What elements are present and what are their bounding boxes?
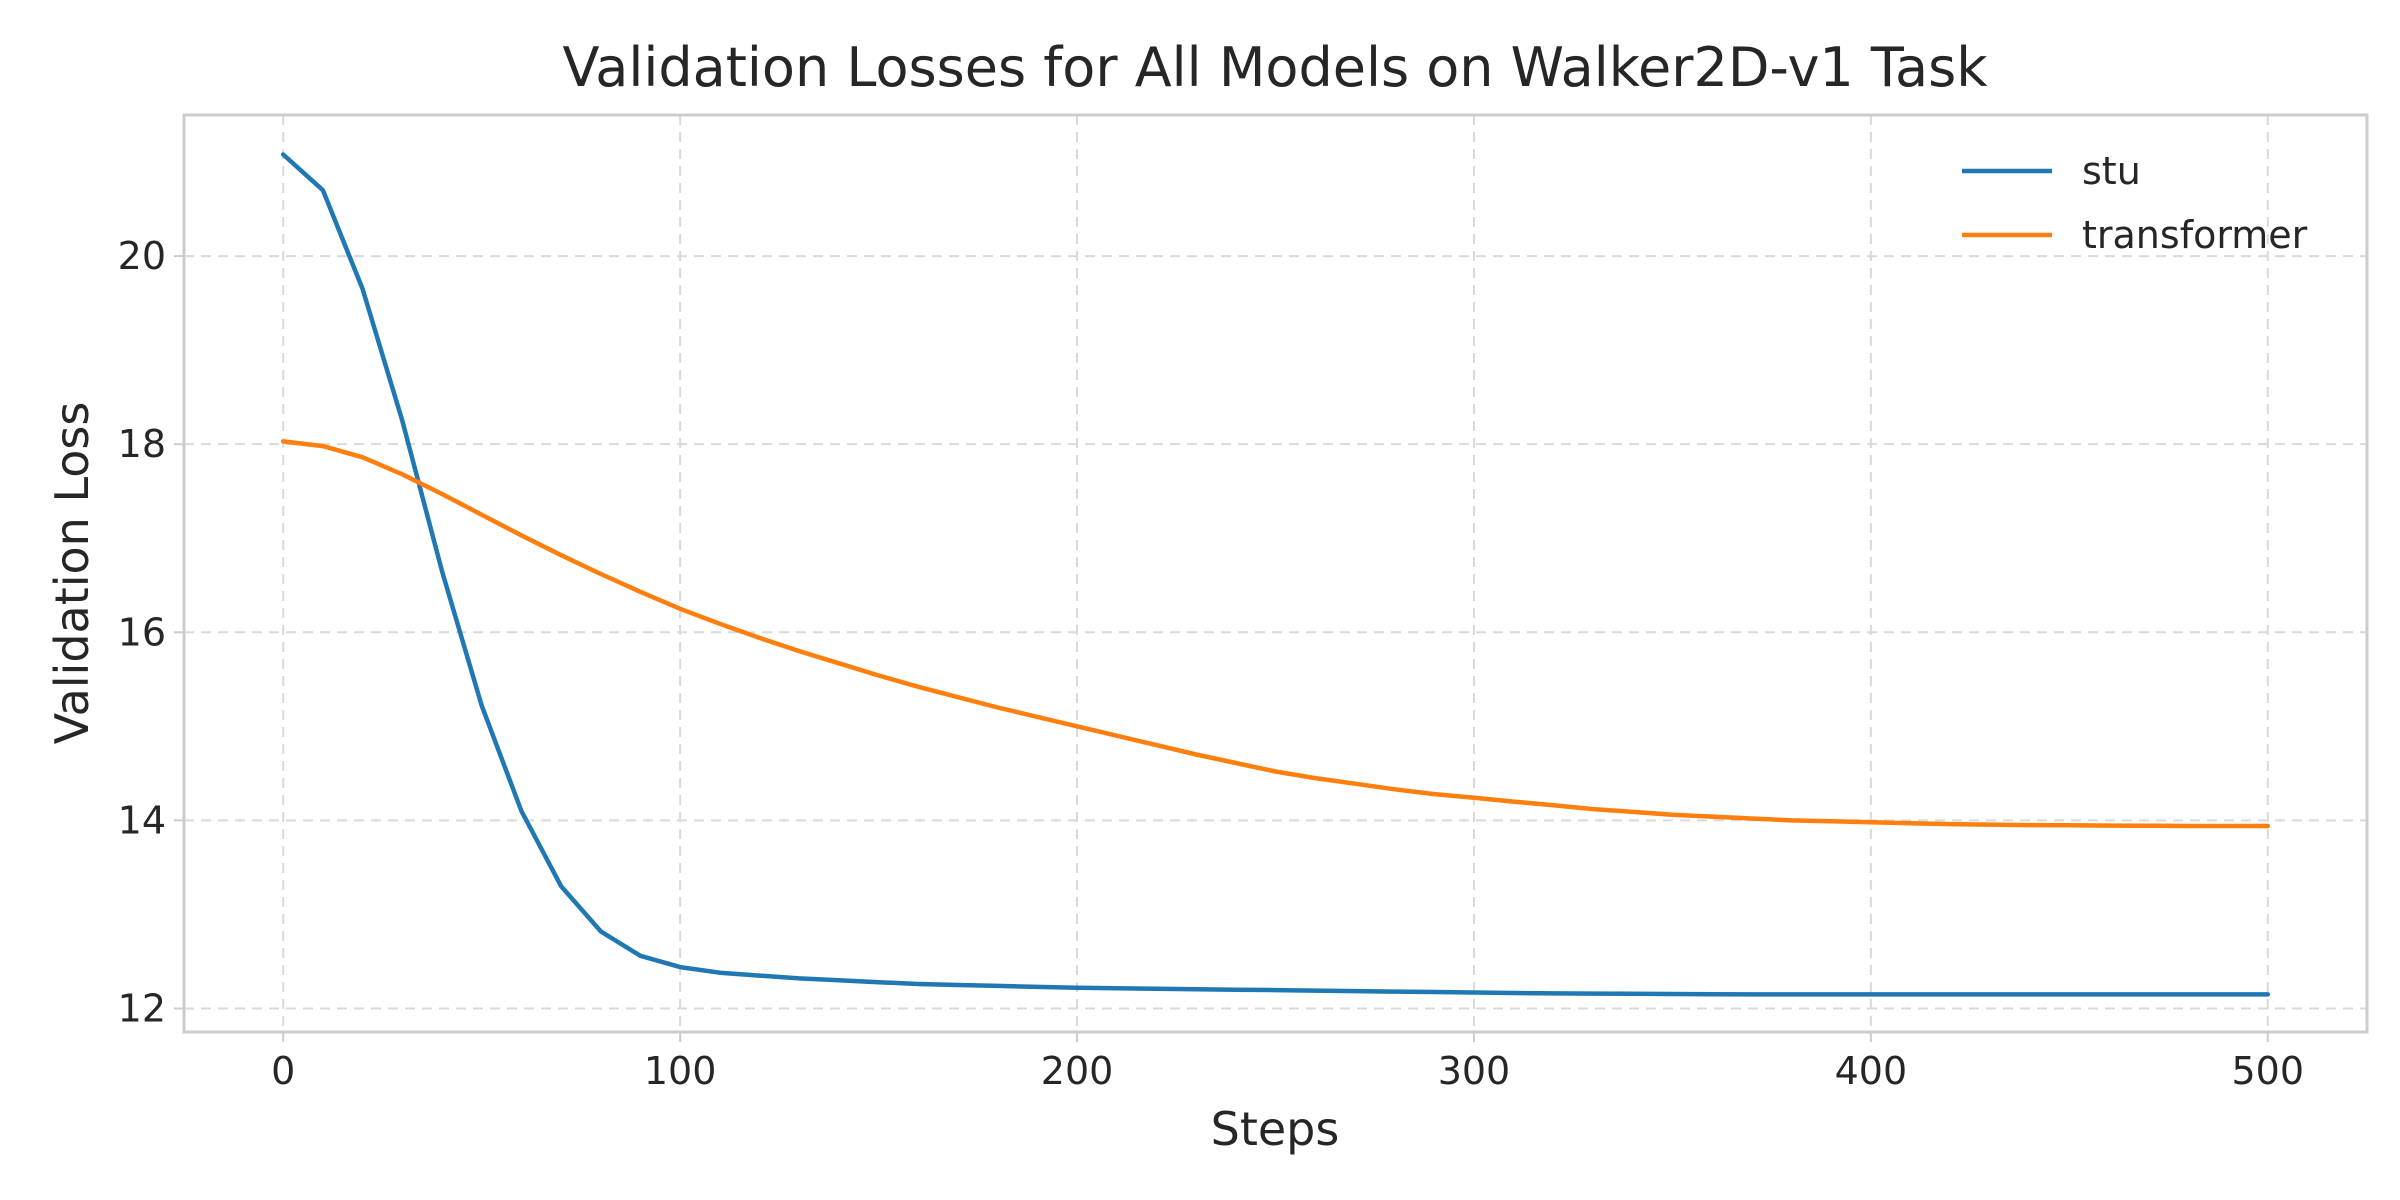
y-tick-label: 20 [118, 234, 166, 278]
y-axis-ticks: 12 14 16 18 20 [118, 234, 184, 1030]
x-tick-label: 0 [271, 1049, 295, 1093]
x-tick-label: 200 [1041, 1049, 1114, 1093]
series-layer [280, 152, 2271, 997]
plot-frame [182, 113, 2369, 1034]
grid-layer [184, 115, 2367, 1032]
chart-title: Validation Losses for All Models on Walk… [563, 36, 1989, 99]
y-tick-label: 14 [118, 798, 166, 842]
x-tick-label: 400 [1835, 1049, 1908, 1093]
x-tick-label: 500 [2232, 1049, 2305, 1093]
y-tick-label: 18 [118, 422, 166, 466]
legend-label-stu: stu [2082, 149, 2141, 193]
x-tick-label: 100 [644, 1049, 717, 1093]
legend-label-transformer: transformer [2082, 213, 2308, 257]
y-tick-label: 16 [118, 610, 166, 654]
y-tick-label: 12 [118, 986, 166, 1030]
x-tick-label: 300 [1438, 1049, 1511, 1093]
series-line-transformer [280, 439, 2271, 829]
series-line-stu [280, 152, 2271, 997]
x-axis-label: Steps [1211, 1102, 1340, 1156]
y-axis-label: Validation Loss [45, 402, 99, 745]
legend: stu transformer [1962, 149, 2308, 257]
x-axis-ticks: 0 100 200 300 400 500 [271, 1032, 2304, 1093]
